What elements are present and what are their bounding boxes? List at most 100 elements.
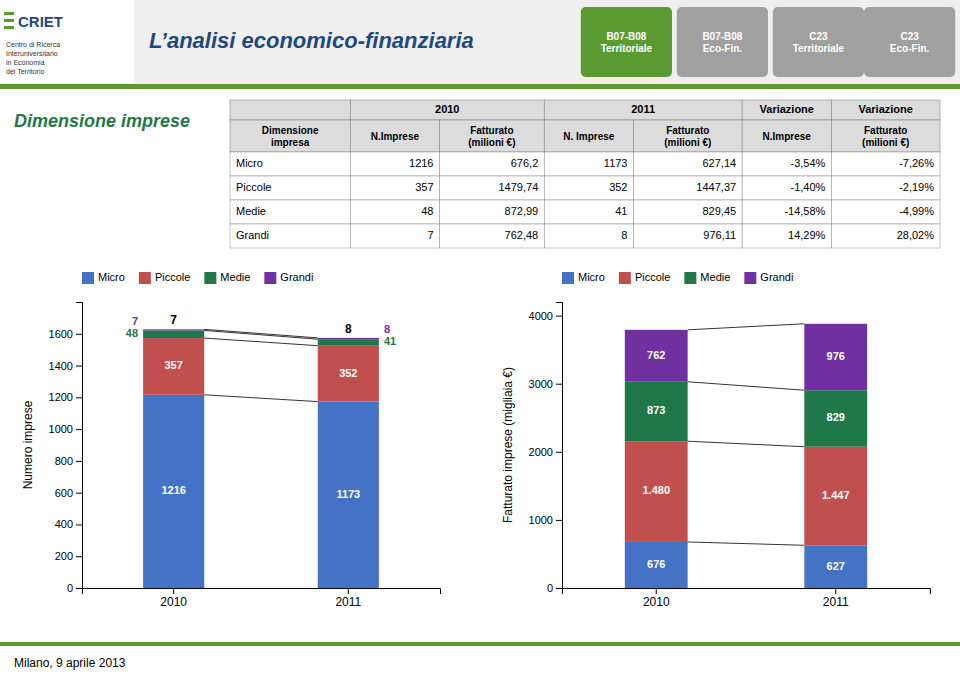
footer-divider (0, 642, 960, 646)
data-label: 762 (647, 349, 665, 361)
text-line: in Economia (6, 59, 45, 66)
table-cell (230, 224, 350, 248)
data-label: 7 (132, 315, 138, 327)
y-tick-mark (76, 397, 82, 398)
x-tick-mark (835, 588, 836, 594)
table-cell-text: 976,11 (703, 229, 736, 241)
legend-swatch (562, 272, 574, 284)
nav-button-box (773, 7, 864, 77)
table-cell-text: 872,99 (505, 205, 539, 217)
logo-decoration (4, 26, 14, 29)
text-line: del Territorio (6, 68, 44, 75)
table-cell-text: -3,54% (791, 157, 826, 169)
table-cell-text: 28,02% (897, 229, 935, 241)
y-tick-mark (76, 493, 82, 494)
table-column-header: N.Imprese (763, 131, 812, 142)
page: CRIETCentro di RicercaInteruniversitario… (0, 0, 960, 682)
chart: 0200400600800100012001400160020102011Num… (21, 271, 441, 609)
bar-segment (804, 324, 867, 390)
table-column-header: Fatturato(milioni €) (862, 125, 909, 148)
y-tick-label: 2000 (529, 446, 553, 458)
y-tick: 2000 (529, 446, 562, 458)
annotation: 7 (170, 313, 177, 327)
y-tick: 4000 (529, 310, 562, 322)
text-line: (milioni €) (664, 137, 711, 148)
connector-line (688, 441, 805, 447)
annotation: 8 (345, 322, 352, 336)
table-cell-text: 676,2 (511, 157, 539, 169)
nav-button-box (864, 7, 955, 77)
bar-segment (318, 402, 379, 588)
y-tick: 0 (547, 582, 562, 594)
legend-item: Micro (82, 271, 125, 284)
y-tick: 3000 (529, 378, 562, 390)
text-line: (milioni €) (862, 137, 909, 148)
text-line: Territoriale (601, 43, 653, 54)
text-line: C23 (900, 31, 919, 42)
text-line: Fatturato (470, 125, 513, 136)
header: CRIETCentro di RicercaInteruniversitario… (0, 0, 960, 84)
table-cell (230, 176, 350, 200)
y-axis-line (76, 303, 83, 589)
table-cell-text: 829,45 (702, 205, 736, 217)
legend-swatch (204, 272, 216, 284)
nav-button-box (677, 7, 768, 77)
title: L’analisi economico-finanziaria (149, 28, 474, 53)
x-tick: 2011 (335, 588, 361, 609)
y-tick-mark (76, 366, 82, 367)
bar-segment (143, 330, 204, 338)
table-cell (831, 224, 940, 248)
connector-line (204, 338, 318, 346)
text-line: Interuniversitario (6, 50, 58, 57)
y-tick: 1600 (49, 328, 82, 340)
nav-button-box (581, 7, 672, 77)
bar-segment (318, 338, 379, 339)
connector-line (204, 330, 318, 339)
table-group-header: 2011 (631, 103, 655, 115)
table-header-cell (350, 120, 439, 152)
subtitle: Dimensione imprese (14, 111, 190, 131)
plot-marks (625, 324, 867, 588)
table-header-cell (831, 120, 940, 152)
text-line: C23 (809, 31, 828, 42)
legend-item: Piccole (619, 271, 670, 284)
connector-line (688, 382, 805, 391)
table-cell (633, 176, 742, 200)
legend: MicroPiccoleMedieGrandi (82, 271, 313, 284)
y-axis-line (556, 303, 563, 589)
x-tick: 2010 (160, 588, 187, 609)
y-tick-mark (556, 452, 562, 453)
logo-decoration (4, 12, 14, 15)
bar-segment (625, 441, 688, 542)
data-label: 1216 (161, 484, 185, 496)
table-column-header: N. Imprese (563, 131, 615, 142)
legend-swatch (139, 272, 151, 284)
text-line: Centro di Ricerca (6, 41, 60, 48)
nav-button: C23Eco-Fin. (864, 7, 955, 77)
data-label: 1173 (336, 488, 360, 500)
data-label: 829 (827, 411, 845, 423)
y-tick: 0 (67, 582, 82, 594)
x-tick-mark (348, 588, 349, 594)
text-line: Eco-Fin. (703, 43, 743, 54)
table-cell (350, 224, 439, 248)
nav-button: B07-B08Eco-Fin. (677, 7, 768, 77)
connector-line (688, 324, 805, 330)
y-tick: 200 (55, 550, 82, 562)
table-cell (544, 176, 633, 200)
table-cell (440, 200, 545, 224)
nav-button-label: B07-B08Eco-Fin. (702, 31, 742, 54)
header-background (0, 0, 960, 84)
legend-label: Piccole (635, 271, 670, 283)
y-tick-mark (556, 520, 562, 521)
table-cell (742, 152, 831, 176)
table-header-cell (742, 120, 831, 152)
y-tick: 800 (55, 455, 82, 467)
table-cell (544, 224, 633, 248)
table-cell-text: Piccole (236, 181, 271, 193)
legend-swatch (744, 272, 756, 284)
logo-text: Centro di Ricerca Interuniversitario in Ec… (6, 41, 60, 75)
text-line: Fatturato (666, 125, 709, 136)
y-tick-label: 1600 (49, 328, 73, 340)
table-cell-text: -2,19% (899, 181, 934, 193)
